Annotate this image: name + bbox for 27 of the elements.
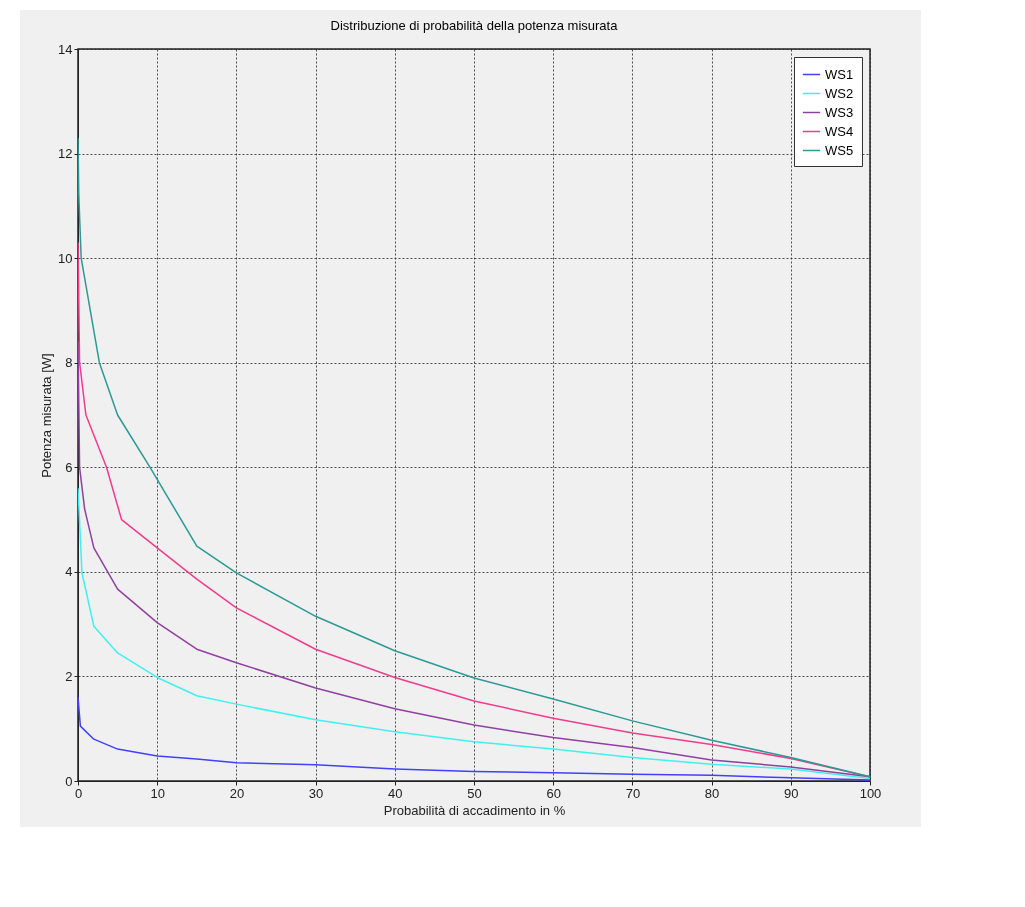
x-tick-label: 50 — [467, 785, 482, 801]
legend-label: WS1 — [825, 66, 854, 82]
x-tick-label: 20 — [229, 785, 245, 801]
legend-label: WS4 — [825, 123, 854, 139]
y-tick-label: 6 — [65, 459, 73, 475]
y-tick-label: 12 — [58, 146, 73, 162]
x-tick-label: 30 — [308, 785, 324, 801]
x-tick-label: 90 — [784, 785, 799, 801]
legend-label: WS5 — [825, 142, 854, 158]
x-tick-label: 10 — [150, 785, 165, 801]
y-tick-label: 8 — [65, 355, 73, 371]
y-tick-label: 4 — [65, 564, 73, 580]
legend-label: WS2 — [825, 85, 854, 101]
x-tick-label: 40 — [388, 785, 403, 801]
x-tick-label: 80 — [704, 785, 720, 801]
x-axis-title: Probabilità di accadimento in % — [383, 802, 566, 818]
y-tick-label: 2 — [65, 668, 73, 684]
x-tick-label: 60 — [546, 785, 561, 801]
legend-label: WS3 — [825, 104, 854, 120]
y-tick-label: 10 — [58, 250, 73, 266]
chart-title: Distribuzione di probabilità della potenza misurata — [330, 18, 619, 33]
y-axis-title: Potenza misurata [W] — [39, 353, 55, 478]
y-tick-label: 14 — [58, 41, 73, 57]
line-series — [78, 137, 870, 778]
x-tick-label: 70 — [625, 785, 641, 801]
y-tick-label: 0 — [65, 773, 73, 789]
x-tick-label: 100 — [859, 785, 882, 801]
